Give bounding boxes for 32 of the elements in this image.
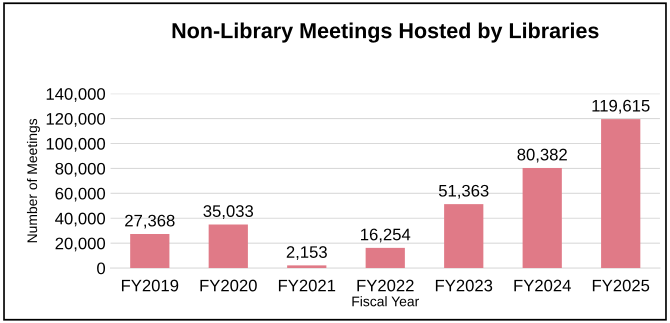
data-label: 80,382 (517, 148, 567, 162)
y-tick-label: 0 (97, 262, 106, 274)
x-tick-label: FY2024 (514, 280, 571, 292)
bar (366, 248, 405, 268)
x-tick-label: FY2022 (357, 280, 414, 292)
data-label: 16,254 (361, 228, 410, 242)
data-label: 35,033 (203, 205, 254, 219)
x-tick-label: FY2021 (278, 280, 336, 292)
bar (208, 224, 248, 268)
y-tick-label: 100,000 (46, 138, 106, 152)
y-tick-label: 80,000 (55, 162, 106, 177)
data-label: 119,615 (592, 100, 650, 114)
chart-title: Non-Library Meetings Hosted by Libraries (172, 22, 599, 43)
y-tick-label: 140,000 (46, 88, 106, 102)
bar (444, 204, 484, 268)
y-tick-label: 60,000 (56, 188, 106, 202)
data-label: 51,363 (438, 184, 488, 199)
y-tick-label: 120,000 (46, 112, 106, 127)
bar (601, 119, 640, 268)
x-axis-title: Fiscal Year (352, 296, 419, 306)
bar (522, 168, 562, 268)
y-tick-label: 40,000 (55, 212, 106, 226)
y-tick-label: 20,000 (56, 238, 106, 252)
x-tick-label: FY2020 (200, 280, 257, 292)
bar (287, 265, 326, 268)
x-tick-label: FY2023 (436, 280, 492, 292)
y-axis-title: Number of Meetings (26, 118, 40, 242)
x-tick-label: FY2019 (122, 280, 178, 292)
bar (130, 234, 170, 268)
data-label: 2,153 (286, 246, 327, 260)
x-tick-label: FY2025 (592, 280, 650, 292)
data-label: 27,368 (125, 214, 175, 228)
